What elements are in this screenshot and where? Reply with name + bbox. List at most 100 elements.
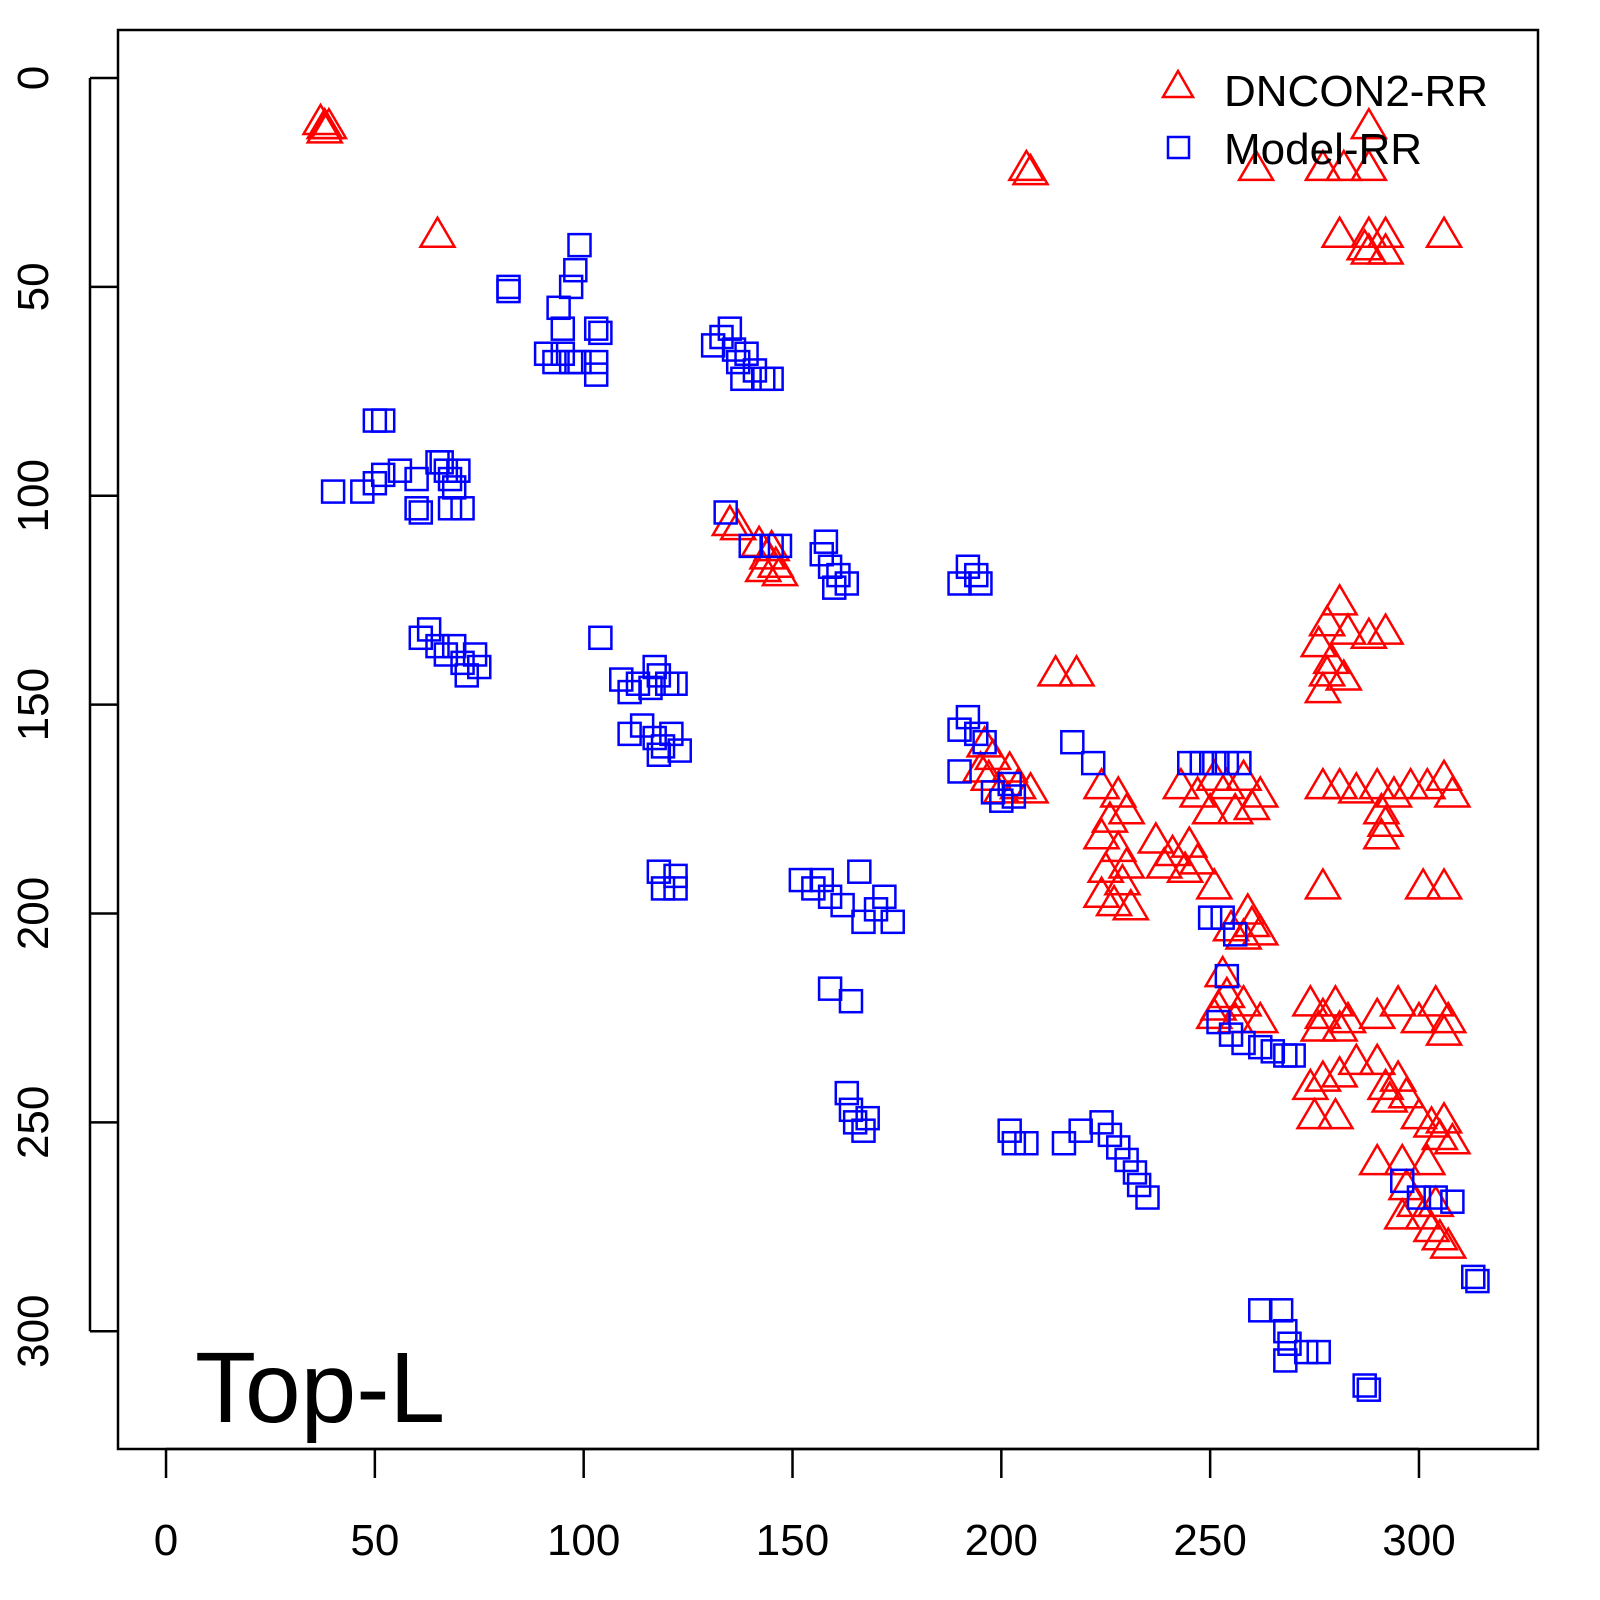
model-rr-point bbox=[1268, 1298, 1294, 1323]
model-rr-point bbox=[462, 642, 488, 667]
dncon2-rr-point bbox=[760, 553, 800, 587]
model-rr-point bbox=[1222, 922, 1248, 947]
model-rr-point bbox=[734, 341, 759, 366]
dncon2-rr-point bbox=[1299, 624, 1338, 658]
model-rr-point bbox=[567, 349, 592, 375]
model-rr-point bbox=[830, 892, 855, 918]
model-rr-point bbox=[663, 671, 688, 696]
model-rr-point bbox=[1273, 1318, 1298, 1344]
dncon2-rr-point bbox=[418, 215, 457, 249]
model-rr-point bbox=[847, 859, 872, 884]
dncon2-rr-point bbox=[1190, 791, 1230, 825]
model-rr-point bbox=[997, 1118, 1022, 1143]
dncon2-rr-point bbox=[1228, 892, 1267, 925]
y-tick-label: 250 bbox=[9, 1086, 58, 1159]
model-rr-point bbox=[617, 721, 642, 747]
dncon2-rr-point bbox=[1324, 148, 1363, 182]
x-tick-label: 50 bbox=[350, 1516, 399, 1565]
model-rr-point bbox=[558, 274, 584, 300]
model-rr-point bbox=[588, 320, 613, 346]
model-rr-point bbox=[1126, 1172, 1152, 1198]
model-rr-point bbox=[968, 571, 993, 596]
dncon2-rr-point bbox=[1107, 846, 1146, 879]
model-rr-point bbox=[947, 571, 972, 596]
model-rr-point bbox=[834, 571, 860, 596]
dncon2-rr-point bbox=[1320, 766, 1359, 800]
model-rr-point bbox=[1080, 750, 1106, 776]
model-rr-point bbox=[1177, 750, 1202, 776]
model-rr-point bbox=[809, 541, 834, 567]
model-rr-point bbox=[742, 358, 768, 383]
dncon2-rr-point bbox=[1307, 603, 1347, 637]
dncon2-rr-point bbox=[1358, 766, 1397, 800]
y-axis: 0 50 100 150 200 250 300 bbox=[9, 66, 118, 1368]
annotation-top-l: Top-L bbox=[195, 1332, 445, 1444]
model-rr-point bbox=[533, 341, 559, 366]
dncon2-rr-point bbox=[1103, 862, 1142, 896]
dncon2-rr-point bbox=[1420, 1217, 1460, 1251]
model-rr-point bbox=[1352, 1373, 1377, 1398]
dncon2-rr-point bbox=[1303, 670, 1343, 704]
model-rr-point bbox=[404, 496, 429, 521]
dncon2-rr-point bbox=[305, 110, 344, 144]
model-rr-point bbox=[567, 232, 592, 258]
model-rr-point bbox=[1281, 1043, 1306, 1068]
model-rr-point bbox=[1390, 1168, 1415, 1194]
dncon2-rr-point bbox=[1349, 106, 1389, 140]
dncon2-rr-point bbox=[744, 549, 783, 583]
model-rr-point bbox=[855, 1105, 880, 1131]
dncon2-rr-point bbox=[1424, 215, 1464, 249]
model-rr-point bbox=[964, 562, 989, 588]
model-rr-point bbox=[1202, 750, 1227, 776]
model-rr-point bbox=[851, 1118, 876, 1143]
model-rr-point bbox=[817, 884, 843, 910]
model-rr-point bbox=[588, 625, 613, 651]
model-rr-point bbox=[1461, 1264, 1486, 1290]
legend-label-dncon2: DNCON2-RR bbox=[1224, 67, 1488, 116]
model-rr-point bbox=[1218, 1022, 1244, 1047]
model-rr-point bbox=[759, 366, 784, 392]
dncon2-rr-point bbox=[1324, 658, 1363, 691]
dncon2-rr-point bbox=[1316, 983, 1355, 1017]
dncon2-rr-point bbox=[990, 749, 1029, 783]
dncon2-rr-point bbox=[1358, 1042, 1397, 1076]
model-rr-point bbox=[880, 909, 905, 935]
dncon2-rr-point bbox=[1165, 850, 1205, 883]
model-rr-point bbox=[629, 713, 655, 738]
model-rr-point bbox=[583, 316, 609, 341]
model-rr-point bbox=[563, 257, 588, 283]
dncon2-rr-point bbox=[1195, 996, 1234, 1030]
dncon2-rr-point bbox=[1433, 775, 1472, 808]
model-rr-point bbox=[646, 859, 672, 884]
model-rr-point bbox=[1231, 1030, 1256, 1056]
dncon2-rr-point bbox=[1241, 912, 1280, 946]
dncon2-rr-point bbox=[1399, 1000, 1439, 1034]
model-rr-point bbox=[851, 909, 876, 935]
model-rr-point bbox=[751, 366, 776, 392]
dncon2-rr-point bbox=[1216, 791, 1255, 825]
dncon2-rr-point bbox=[1320, 1054, 1359, 1088]
dncon2-rr-point bbox=[1362, 791, 1401, 825]
dncon2-rr-point bbox=[1161, 766, 1201, 800]
x-tick-label: 150 bbox=[756, 1516, 829, 1565]
data-points bbox=[301, 102, 1490, 1402]
dncon2-rr-point bbox=[1408, 1142, 1447, 1176]
model-rr-point bbox=[437, 496, 463, 521]
dncon2-rr-point bbox=[1203, 954, 1242, 988]
model-rr-point bbox=[1277, 1331, 1302, 1356]
model-rr-point bbox=[370, 462, 396, 488]
legend-square-icon bbox=[1166, 135, 1191, 160]
model-rr-point bbox=[964, 721, 989, 747]
dncon2-rr-point bbox=[1082, 766, 1121, 800]
dncon2-rr-point bbox=[1320, 582, 1359, 616]
legend-triangle-icon bbox=[1160, 68, 1196, 99]
dncon2-rr-point bbox=[1370, 1079, 1409, 1113]
dncon2-rr-point bbox=[998, 766, 1038, 800]
x-tick-label: 200 bbox=[965, 1516, 1038, 1565]
model-rr-point bbox=[767, 533, 793, 559]
dncon2-rr-point bbox=[1307, 653, 1347, 687]
model-rr-point bbox=[1214, 963, 1240, 989]
model-rr-point bbox=[1210, 905, 1235, 930]
dncon2-rr-point bbox=[1145, 846, 1184, 879]
